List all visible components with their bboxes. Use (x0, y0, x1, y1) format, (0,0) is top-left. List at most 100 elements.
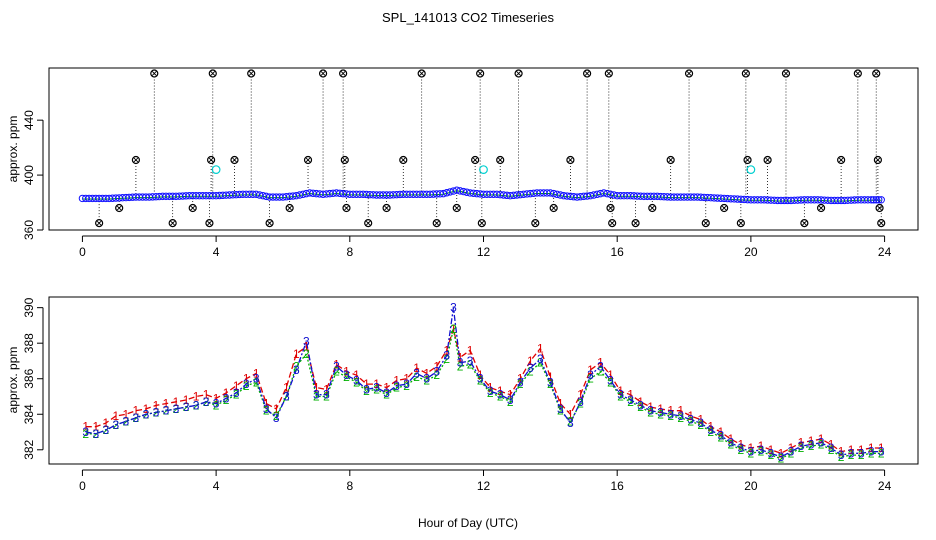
outlier-point (566, 155, 575, 165)
outlier-cross (472, 157, 478, 163)
outlier-point (417, 69, 426, 78)
series-1-point: 1 (507, 388, 514, 402)
series-3-point: 3 (193, 398, 200, 412)
series-2-point: 2 (597, 365, 604, 379)
outlier-point (318, 69, 328, 78)
outlier-cross (96, 220, 102, 226)
outlier-cross (151, 71, 157, 76)
outlier-cross (584, 71, 590, 76)
series-3-point: 3 (143, 407, 150, 421)
outlier-cross (479, 220, 485, 226)
series-1-point: 1 (423, 366, 430, 380)
series-1-point: 1 (878, 441, 885, 455)
series-2-point: 2 (477, 374, 484, 388)
series-3-point: 3 (637, 398, 644, 412)
series-1-point: 1 (647, 400, 654, 414)
series-1-point: 1 (677, 404, 684, 418)
series-3-point: 3 (788, 445, 795, 459)
outlier-cross (365, 220, 371, 226)
mean-point (600, 189, 608, 197)
series-1-point: 1 (193, 389, 200, 403)
series-2-point: 2 (587, 372, 594, 386)
outlier-point (285, 203, 294, 213)
outlier-point (606, 203, 615, 213)
series-3-point: 3 (818, 436, 825, 450)
series-3-point: 3 (273, 411, 280, 425)
series-1-point: 1 (283, 381, 290, 395)
series-1-point: 1 (818, 432, 825, 446)
series-3-point: 3 (838, 448, 845, 462)
series-2-point: 2 (383, 388, 390, 402)
outlier-cross (551, 205, 557, 211)
series-3-point: 3 (203, 395, 210, 409)
series-1-point: 1 (313, 381, 320, 395)
series-2-point: 2 (173, 402, 180, 416)
series-1-point: 1 (567, 407, 574, 421)
outlier-cross (878, 220, 884, 226)
series-3-point: 3 (102, 423, 109, 437)
outlier-point (873, 155, 882, 165)
series-1-point: 1 (303, 340, 310, 354)
series-2-point: 2 (143, 407, 150, 421)
outlier-cross (818, 205, 824, 211)
series-1-point: 1 (223, 386, 230, 400)
series-2-point: 2 (273, 409, 280, 423)
outlier-cross (344, 205, 349, 211)
series-2-point: 2 (133, 411, 140, 425)
mean-point (292, 191, 301, 200)
top-axes: 0 4 8 12 16 20 24 360 400 440 (22, 110, 892, 259)
mean-point (443, 189, 451, 197)
mean-point (870, 196, 878, 204)
series-3-point: 3 (253, 372, 260, 386)
series-1-point: 1 (788, 441, 795, 455)
outlier-cross (477, 71, 483, 76)
series-3-point: 3 (808, 437, 815, 451)
series-2-point: 2 (413, 370, 420, 384)
series-2-point: 2 (848, 448, 855, 462)
series-2-point: 2 (193, 398, 200, 412)
bottom-x-tick-label: 4 (213, 479, 220, 493)
outlier-cross (419, 71, 424, 76)
series-1-point: 1 (477, 368, 484, 382)
series-2-point: 2 (697, 418, 704, 432)
series-3-point: 3 (113, 418, 120, 432)
series-2-point: 2 (393, 381, 400, 395)
series-3-point: 3 (597, 359, 604, 373)
outlier-cross (649, 205, 655, 211)
outlier-point (303, 155, 313, 165)
series-2-point: 2 (403, 379, 410, 393)
mean-point (453, 186, 461, 194)
series-2-point: 2 (667, 409, 674, 423)
series-2-point: 2 (637, 400, 644, 414)
series-3-point: 3 (353, 374, 360, 388)
series-2-point: 2 (443, 352, 450, 366)
top-x-tick-label: 8 (346, 245, 353, 259)
series-1-point: 1 (343, 365, 350, 379)
mean-point (299, 190, 307, 199)
mean-point (877, 196, 885, 204)
series-1-point: 1 (353, 368, 360, 382)
series-1-point: 1 (163, 397, 170, 411)
outlier-point (743, 155, 752, 165)
mean-point (549, 189, 558, 198)
series-1-point: 1 (413, 361, 420, 375)
outlier-point (583, 69, 592, 78)
series-3-point: 3 (687, 413, 694, 427)
series-1-point: 1 (617, 384, 624, 398)
outlier-cross (190, 205, 196, 211)
series-3-point: 3 (727, 436, 734, 450)
series-1-point: 1 (607, 368, 614, 382)
series-2-point: 2 (293, 359, 300, 373)
series-3-point: 3 (303, 334, 310, 348)
series-2-point: 2 (82, 427, 89, 441)
series-2-point: 2 (92, 427, 99, 441)
series-1-point: 1 (547, 370, 554, 384)
outlier-cross (606, 71, 612, 76)
flagged-point (211, 165, 221, 174)
series-3-point: 3 (527, 361, 534, 375)
mean-point (603, 189, 611, 198)
bottom-y-tick-label: 382 (22, 439, 36, 459)
series-2-point: 2 (183, 400, 190, 414)
